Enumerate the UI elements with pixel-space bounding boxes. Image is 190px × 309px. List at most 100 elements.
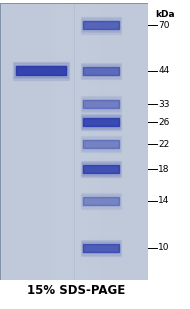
Bar [96,3,98,280]
Bar [56,3,58,280]
Bar [82,116,119,128]
Text: 33: 33 [158,99,170,108]
Bar [67,3,70,280]
Bar [82,194,120,208]
Bar [62,3,64,280]
Text: 26: 26 [158,117,170,126]
Bar [120,3,122,280]
Bar [82,195,119,206]
Bar [114,3,116,280]
Bar [82,241,120,255]
Text: 22: 22 [158,140,169,149]
Bar [4,3,6,280]
Bar [83,21,119,29]
Bar [82,163,119,175]
Bar [82,64,120,78]
Bar [81,161,121,177]
Bar [111,3,113,280]
Bar [82,20,119,31]
Bar [82,162,120,176]
Bar [92,3,94,280]
Bar [41,3,43,280]
Bar [19,3,21,280]
Bar [83,244,119,252]
Bar [69,3,71,280]
Bar [82,139,119,150]
Bar [101,3,103,280]
Bar [37,3,40,280]
Text: 70: 70 [158,21,170,30]
Bar [129,3,131,280]
Bar [52,3,55,280]
Bar [82,242,119,253]
Text: 18: 18 [158,164,170,174]
Bar [88,3,90,280]
Bar [83,140,119,148]
Bar [79,3,81,280]
Bar [34,3,36,280]
Bar [49,3,51,280]
Bar [7,3,10,280]
Bar [82,137,120,151]
Bar [86,3,88,280]
Bar [60,3,62,280]
Bar [39,3,41,280]
Bar [0,3,2,280]
Bar [142,3,145,280]
Bar [81,239,121,256]
Bar [43,3,45,280]
Bar [64,3,66,280]
Bar [21,3,23,280]
Bar [17,3,19,280]
Bar [13,62,69,80]
Bar [99,3,101,280]
Bar [118,3,120,280]
Bar [90,3,92,280]
Bar [11,3,13,280]
Bar [83,197,119,205]
Bar [133,3,135,280]
Bar [15,65,67,77]
Bar [105,3,107,280]
Bar [30,3,32,280]
Bar [81,62,121,79]
Bar [36,3,38,280]
Text: 14: 14 [158,196,170,205]
Bar [131,3,133,280]
Bar [82,115,120,129]
Bar [82,3,85,280]
Bar [47,3,49,280]
Bar [13,3,15,280]
Bar [116,3,118,280]
Bar [71,3,73,280]
Bar [13,63,68,78]
Bar [16,66,66,75]
Bar [58,3,60,280]
Bar [73,3,75,280]
Bar [81,3,83,280]
Bar [9,3,11,280]
Bar [6,3,8,280]
Text: 15% SDS-PAGE: 15% SDS-PAGE [27,284,125,297]
Bar [54,3,56,280]
Bar [124,3,126,280]
Bar [2,3,4,280]
Bar [81,193,121,209]
Text: kDa: kDa [156,10,175,19]
Bar [82,65,119,76]
Bar [81,136,121,152]
Bar [51,3,53,280]
Bar [82,97,120,111]
Bar [137,3,139,280]
Bar [15,3,17,280]
Bar [84,3,86,280]
Bar [32,3,34,280]
Bar [81,96,121,112]
Bar [122,3,124,280]
Bar [24,3,26,280]
Bar [107,3,109,280]
Bar [45,3,47,280]
Bar [75,3,77,280]
Bar [83,118,119,126]
Bar [22,3,25,280]
